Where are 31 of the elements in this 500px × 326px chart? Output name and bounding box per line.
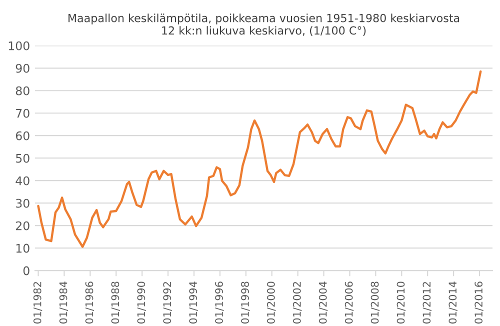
y-tick-label: 60 [16, 131, 30, 140]
x-tick-label: 01/2000 [266, 282, 276, 324]
line-series [37, 70, 482, 248]
y-tick-label: 90 [16, 64, 30, 73]
x-tick-label: 01/1982 [33, 282, 42, 324]
x-tick-label: 01/2014 [448, 282, 458, 324]
x-tick-label: 01/1988 [111, 282, 120, 324]
y-tick-label: 50 [16, 154, 30, 163]
x-tick-label: 01/2016 [474, 282, 484, 324]
y-tick-label: 40 [16, 176, 30, 186]
y-tick-label: 20 [16, 221, 30, 230]
y-tick-label: 10 [16, 244, 30, 253]
x-tick-label: 01/1992 [163, 282, 172, 324]
x-tick-label: 01/1994 [189, 282, 198, 324]
y-tick-label: 30 [16, 198, 30, 208]
x-tick-label: 01/2004 [318, 282, 328, 324]
y-tick-label: 0 [23, 266, 30, 276]
x-tick-label: 01/1996 [215, 282, 224, 324]
x-tick-label: 01/2010 [396, 282, 406, 324]
x-tick-label: 01/1990 [137, 282, 146, 324]
chart-title: Maapallon keskilämpötila, poikkeama vuosien 1951-1980 keskiarvosta 12 kk:n liukuva keskiarvo, (1/100 C°) [68, 14, 460, 36]
y-tick-label: 70 [16, 108, 30, 118]
y-tick-label: 100 [8, 41, 30, 50]
x-tick-label: 01/2002 [292, 282, 302, 324]
x-tick-label: 01/2008 [370, 282, 380, 324]
x-tick-label: 01/1998 [241, 282, 250, 324]
y-tick-label: 80 [16, 86, 30, 96]
x-tick-label: 01/1984 [59, 282, 68, 324]
x-tick-label: 01/2006 [344, 282, 354, 324]
x-tick-label: 01/1986 [85, 282, 94, 324]
x-tick-label: 01/2012 [422, 282, 432, 324]
